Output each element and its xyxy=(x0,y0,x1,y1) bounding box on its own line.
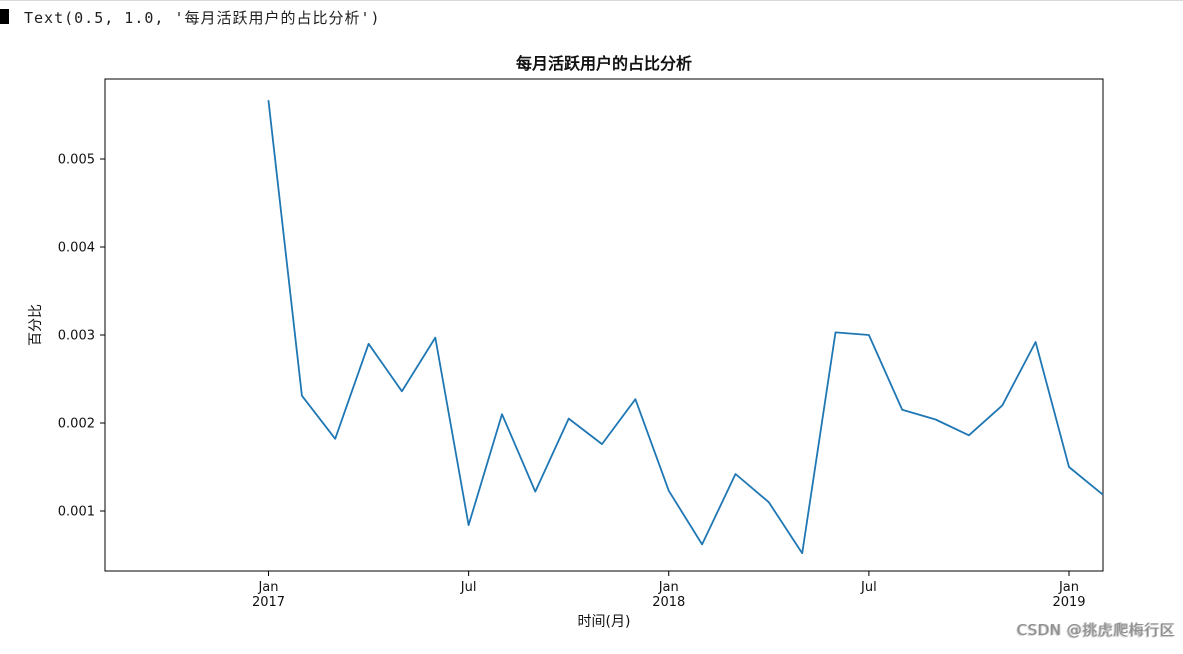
y-axis: 0.001 0.002 0.003 0.004 0.005 xyxy=(58,153,105,520)
x-tick-label: Jul xyxy=(460,580,477,595)
y-tick-label: 0.001 xyxy=(58,505,95,520)
chart-figure: 每月活跃用户的占比分析 0.001 0.002 0.003 0.004 0.005 百分比 J… xyxy=(0,31,1183,650)
x-tick-label: Jul xyxy=(860,580,877,595)
csdn-watermark: CSDN @挑虎爬梅行区 xyxy=(1016,621,1175,639)
axes-frame xyxy=(104,78,1104,572)
x-tick-year-label: 2018 xyxy=(652,595,685,610)
line-chart: 每月活跃用户的占比分析 0.001 0.002 0.003 0.004 0.005 百分比 J… xyxy=(28,54,1104,630)
y-axis-label: 百分比 xyxy=(28,304,44,346)
clipped-prompt-mark xyxy=(0,9,9,24)
chart-title: 每月活跃用户的占比分析 xyxy=(516,54,692,73)
data-series-line xyxy=(267,100,1104,555)
y-tick-label: 0.005 xyxy=(58,153,95,168)
y-tick-label: 0.002 xyxy=(58,417,95,432)
x-axis-label: 时间(月) xyxy=(578,614,631,630)
matplotlib-text-repr: Text(0.5, 1.0, '每月活跃用户的占比分析') xyxy=(24,9,381,27)
x-tick-label: Jan xyxy=(1058,580,1079,595)
x-tick-year-label: 2017 xyxy=(252,595,285,610)
y-tick-label: 0.003 xyxy=(58,329,95,344)
x-tick-label: Jan xyxy=(658,580,679,595)
x-tick-label: Jan xyxy=(257,580,278,595)
x-tick-year-label: 2019 xyxy=(1052,595,1085,610)
y-tick-label: 0.004 xyxy=(58,241,95,256)
